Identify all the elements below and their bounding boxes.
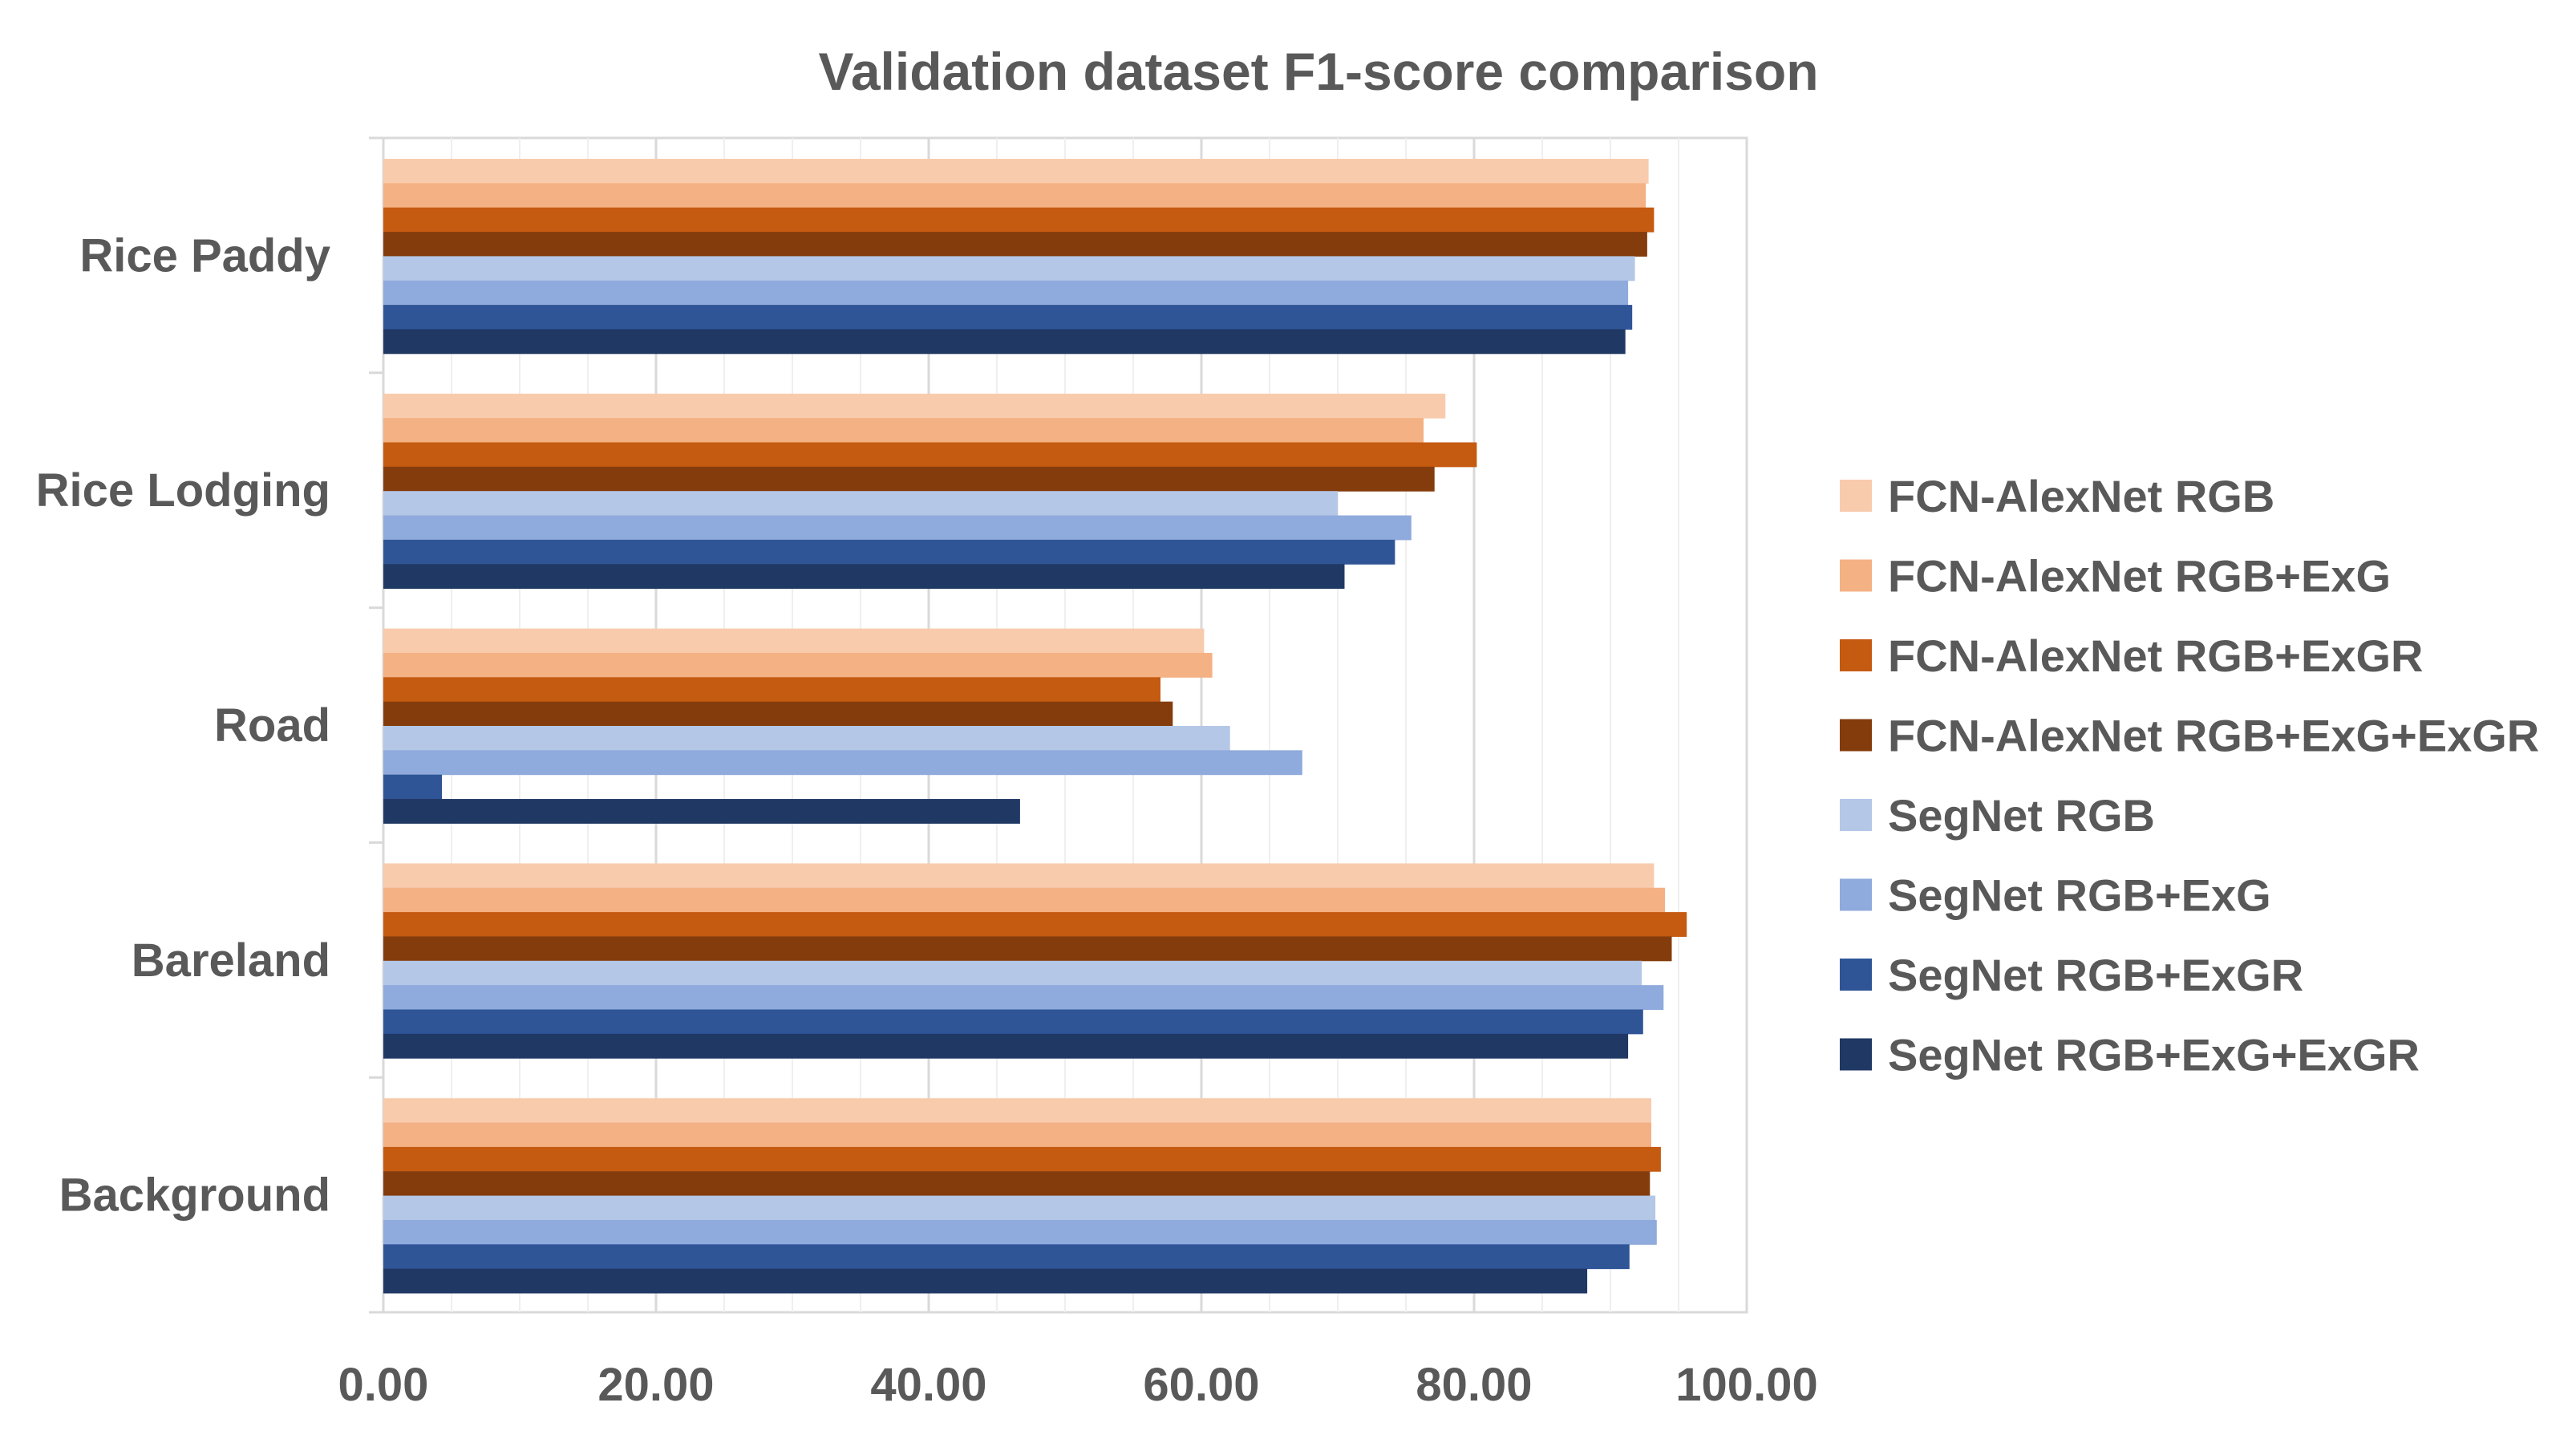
bar <box>383 628 1205 654</box>
legend-swatch <box>1840 719 1872 752</box>
legend-swatch <box>1840 1038 1872 1071</box>
bar <box>383 750 1302 776</box>
bar <box>383 1009 1643 1035</box>
bar <box>383 1033 1629 1059</box>
legend-swatch <box>1840 799 1872 831</box>
x-tick-label: 40.00 <box>870 1359 986 1411</box>
bar <box>383 515 1412 541</box>
bar <box>383 207 1655 233</box>
bar <box>383 1146 1661 1172</box>
bar <box>383 280 1629 306</box>
bar <box>383 329 1626 355</box>
bar <box>383 677 1160 703</box>
bar <box>383 159 1649 184</box>
bar <box>383 1244 1630 1270</box>
bar <box>383 799 1020 824</box>
bar <box>383 1171 1651 1197</box>
legend-label: SegNet RGB+ExG+ExGR <box>1888 1030 2420 1080</box>
category-label: Background <box>59 1169 330 1222</box>
bar <box>383 1098 1651 1124</box>
bar <box>383 912 1687 937</box>
bar <box>383 985 1664 1010</box>
legend-swatch <box>1840 878 1872 911</box>
legend-swatch <box>1840 559 1872 592</box>
legend-label: FCN-AlexNet RGB+ExG+ExGR <box>1888 711 2539 761</box>
category-label: Rice Lodging <box>36 464 330 517</box>
bar <box>383 539 1395 565</box>
bar <box>383 564 1345 590</box>
bar <box>383 183 1646 209</box>
x-tick-label: 80.00 <box>1416 1359 1532 1411</box>
bars <box>383 159 1687 1294</box>
bar <box>383 305 1633 330</box>
bar <box>383 863 1655 889</box>
chart-title: Validation dataset F1-score comparison <box>818 42 1818 101</box>
legend-label: FCN-AlexNet RGB+ExG <box>1888 551 2391 602</box>
bar <box>383 418 1424 443</box>
bar <box>383 1268 1588 1294</box>
bar <box>383 1122 1651 1148</box>
bar <box>383 960 1642 986</box>
legend-swatch <box>1840 639 1872 671</box>
bar <box>383 774 443 800</box>
legend-label: SegNet RGB <box>1888 790 2155 841</box>
x-tick-label: 100.00 <box>1675 1359 1817 1411</box>
legend-label: SegNet RGB+ExGR <box>1888 950 2303 1000</box>
category-label: Road <box>214 699 330 752</box>
bar <box>383 491 1338 517</box>
bar <box>383 652 1213 678</box>
bar <box>383 1219 1657 1245</box>
category-label: Bareland <box>132 934 330 987</box>
legend: FCN-AlexNet RGB FCN-AlexNet RGB+ExG FCN-Al… <box>1840 471 2539 1080</box>
category-label: Rice Paddy <box>79 229 330 282</box>
x-tick-label: 60.00 <box>1143 1359 1259 1411</box>
bar <box>383 701 1173 727</box>
bar <box>383 726 1230 751</box>
bar <box>383 1195 1656 1221</box>
x-tick-label: 0.00 <box>338 1359 429 1411</box>
bar <box>383 256 1635 282</box>
legend-label: FCN-AlexNet RGB <box>1888 471 2274 521</box>
legend-label: FCN-AlexNet RGB+ExGR <box>1888 630 2423 681</box>
bar <box>383 232 1647 257</box>
bar <box>383 393 1446 419</box>
legend-swatch <box>1840 959 1872 991</box>
legend-swatch <box>1840 480 1872 512</box>
bar <box>383 936 1672 962</box>
x-tick-label: 20.00 <box>597 1359 714 1411</box>
legend-label: SegNet RGB+ExG <box>1888 870 2271 921</box>
bar <box>383 887 1665 913</box>
bar <box>383 466 1435 492</box>
bar <box>383 442 1477 468</box>
axes: 0.00 20.00 40.00 60.00 80.00 100.00 Rice Paddy… <box>36 136 1818 1411</box>
